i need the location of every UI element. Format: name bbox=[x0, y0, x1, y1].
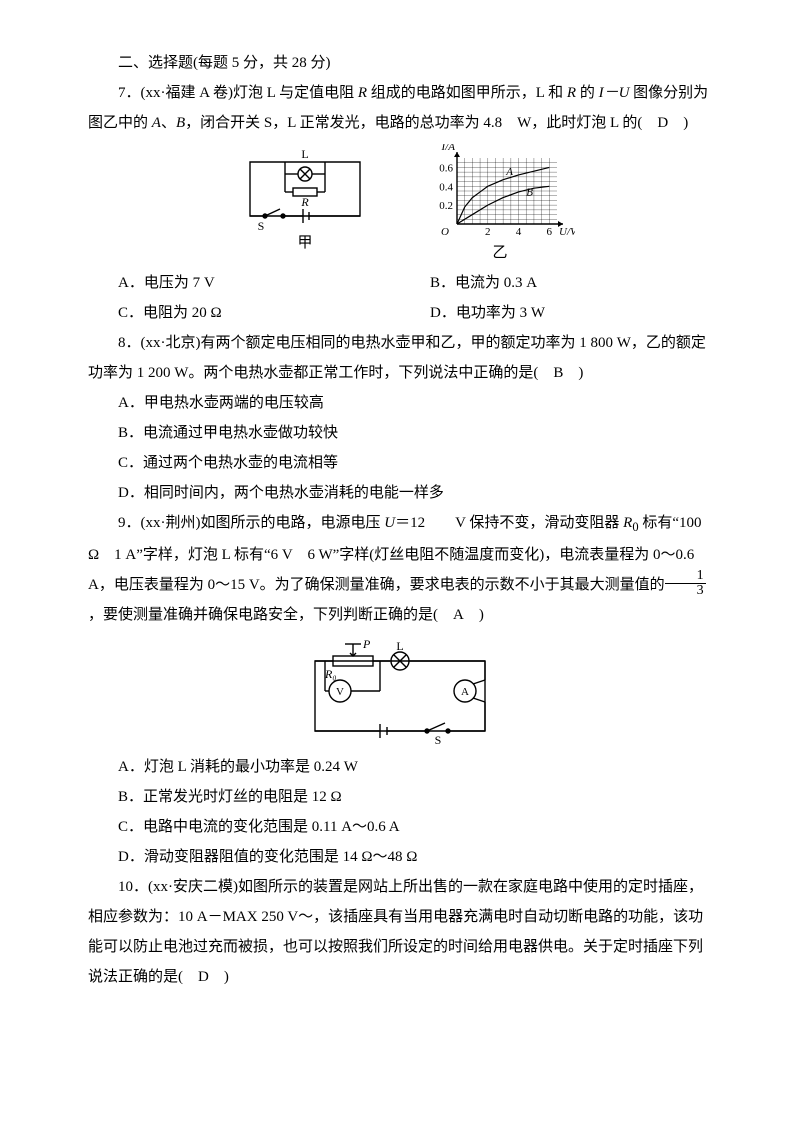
q7-R: R bbox=[358, 85, 367, 101]
q9-answer: A bbox=[453, 607, 464, 623]
q8-opt-A: A．甲电热水壶两端的电压较高 bbox=[88, 388, 712, 418]
q9-U: U bbox=[384, 515, 395, 531]
q9-label-V: V bbox=[336, 686, 344, 698]
q10-t: 10．(xx·安庆二模)如图所示的装置是网站上所出售的一款在家庭电路中使用的定时… bbox=[88, 879, 703, 985]
q7-circuit-svg: L R S bbox=[225, 144, 385, 234]
q7-chart-cap: 乙 bbox=[492, 244, 507, 262]
q10-stem: 10．(xx·安庆二模)如图所示的装置是网站上所出售的一款在家庭电路中使用的定时… bbox=[88, 872, 712, 992]
svg-text:0.4: 0.4 bbox=[439, 181, 453, 193]
svg-text:U/V: U/V bbox=[559, 226, 575, 238]
q9-stem: 9．(xx·荆州)如图所示的电路，电源电压 U＝12 V 保持不变，滑动变阻器 … bbox=[88, 508, 712, 630]
q9-label-P: P bbox=[362, 637, 371, 651]
q7-label-R: R bbox=[300, 195, 309, 209]
q9-label-R0: R₀ bbox=[324, 667, 337, 681]
q7-t3: 的 bbox=[576, 85, 599, 101]
q9-label-S: S bbox=[435, 733, 442, 746]
q7-t1: 7．(xx·福建 A 卷)灯泡 L 与定值电阻 bbox=[118, 85, 358, 101]
q9-close: ) bbox=[464, 607, 484, 623]
q8-close: ) bbox=[563, 365, 583, 381]
q9-opt-D: D．滑动变阻器阻值的变化范围是 14 Ω～48 Ω bbox=[88, 842, 712, 872]
q7-B: B bbox=[176, 115, 185, 131]
q7-label-L: L bbox=[301, 147, 308, 161]
q7-close: ) bbox=[668, 115, 688, 131]
svg-text:0.2: 0.2 bbox=[439, 200, 453, 212]
q8-opt-C: C．通过两个电热水壶的电流相等 bbox=[88, 448, 712, 478]
q7-IU: I－U bbox=[599, 85, 630, 101]
svg-text:O: O bbox=[441, 226, 449, 238]
q9-frac-num: 1 bbox=[665, 569, 706, 584]
svg-text:0.6: 0.6 bbox=[439, 162, 453, 174]
q9-circuit-svg: P R₀ V L A S bbox=[295, 636, 505, 746]
q7-label-S: S bbox=[258, 219, 265, 233]
q10-close: ) bbox=[209, 969, 229, 985]
q9-label-A: A bbox=[461, 686, 469, 698]
q9-eq: ＝12 V 保持不变，滑动变阻器 bbox=[395, 515, 623, 531]
q7-answer: D bbox=[657, 115, 668, 131]
q9-frac-den: 3 bbox=[665, 584, 706, 598]
q9-frac: 13 bbox=[665, 569, 706, 598]
q9-opt-C: C．电路中电流的变化范围是 0.11 A～0.6 A bbox=[88, 812, 712, 842]
q7-opt-D: D．电功率为 3 W bbox=[400, 298, 712, 328]
q10-answer: D bbox=[198, 969, 209, 985]
q7-figures: L R S 甲 2 4 6 0.2 0.4 0.6 O U/V I/A A B 乙 bbox=[88, 144, 712, 262]
svg-text:2: 2 bbox=[485, 226, 491, 238]
svg-text:B: B bbox=[526, 187, 533, 199]
q8-stem: 8．(xx·北京)有两个额定电压相同的电热水壶甲和乙，甲的额定功率为 1 800… bbox=[88, 328, 712, 388]
svg-text:I/A: I/A bbox=[441, 144, 456, 153]
section-header: 二、选择题(每题 5 分，共 28 分) bbox=[88, 48, 712, 78]
svg-text:6: 6 bbox=[547, 226, 553, 238]
q7-circuit-cap: 甲 bbox=[297, 234, 312, 252]
q7-chart-svg: 2 4 6 0.2 0.4 0.6 O U/V I/A A B bbox=[425, 144, 575, 244]
svg-text:4: 4 bbox=[516, 226, 522, 238]
q8-answer: B bbox=[553, 365, 563, 381]
q7-opt-A: A．电压为 7 V bbox=[88, 268, 400, 298]
q7-A: A bbox=[152, 115, 161, 131]
q7-R2: R bbox=[567, 85, 576, 101]
svg-text:A: A bbox=[505, 166, 513, 178]
q9-opt-B: B．正常发光时灯丝的电阻是 12 Ω bbox=[88, 782, 712, 812]
q8-opt-B: B．电流通过甲电热水壶做功较快 bbox=[88, 418, 712, 448]
q7-sep: 、 bbox=[161, 115, 176, 131]
q9-t3: ，要使测量准确并确保电路安全，下列判断正确的是( bbox=[88, 607, 453, 623]
q8-t: 8．(xx·北京)有两个额定电压相同的电热水壶甲和乙，甲的额定功率为 1 800… bbox=[88, 335, 706, 381]
q7-chart: 2 4 6 0.2 0.4 0.6 O U/V I/A A B 乙 bbox=[425, 144, 575, 262]
q9-t1: 9．(xx·荆州)如图所示的电路，电源电压 bbox=[118, 515, 384, 531]
q8-opt-D: D．相同时间内，两个电热水壶消耗的电能一样多 bbox=[88, 478, 712, 508]
q7-circuit: L R S 甲 bbox=[225, 144, 385, 262]
q9-figure: P R₀ V L A S bbox=[88, 636, 712, 746]
q7-options-row2: C．电阻为 20 Ω D．电功率为 3 W bbox=[88, 298, 712, 328]
q7-stem: 7．(xx·福建 A 卷)灯泡 L 与定值电阻 R 组成的电路如图甲所示，L 和… bbox=[88, 78, 712, 138]
q7-t2: 组成的电路如图甲所示，L 和 bbox=[367, 85, 567, 101]
q7-opt-C: C．电阻为 20 Ω bbox=[88, 298, 400, 328]
q9-label-L: L bbox=[396, 639, 403, 653]
q9-R0: R bbox=[623, 515, 632, 531]
q7-opt-B: B．电流为 0.3 A bbox=[400, 268, 712, 298]
q9-opt-A: A．灯泡 L 消耗的最小功率是 0.24 W bbox=[88, 752, 712, 782]
q7-t5: ，闭合开关 S，L 正常发光，电路的总功率为 4.8 W，此时灯泡 L 的( bbox=[185, 115, 657, 131]
q7-options-row1: A．电压为 7 V B．电流为 0.3 A bbox=[88, 268, 712, 298]
